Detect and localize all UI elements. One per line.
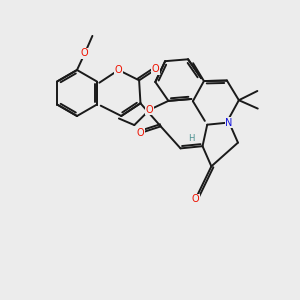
Text: O: O (192, 194, 199, 204)
Text: O: O (137, 128, 144, 138)
Text: O: O (152, 64, 159, 74)
Text: O: O (115, 65, 122, 75)
Text: N: N (225, 118, 233, 128)
Text: O: O (81, 49, 88, 58)
Text: O: O (146, 105, 154, 115)
Text: H: H (188, 134, 195, 143)
